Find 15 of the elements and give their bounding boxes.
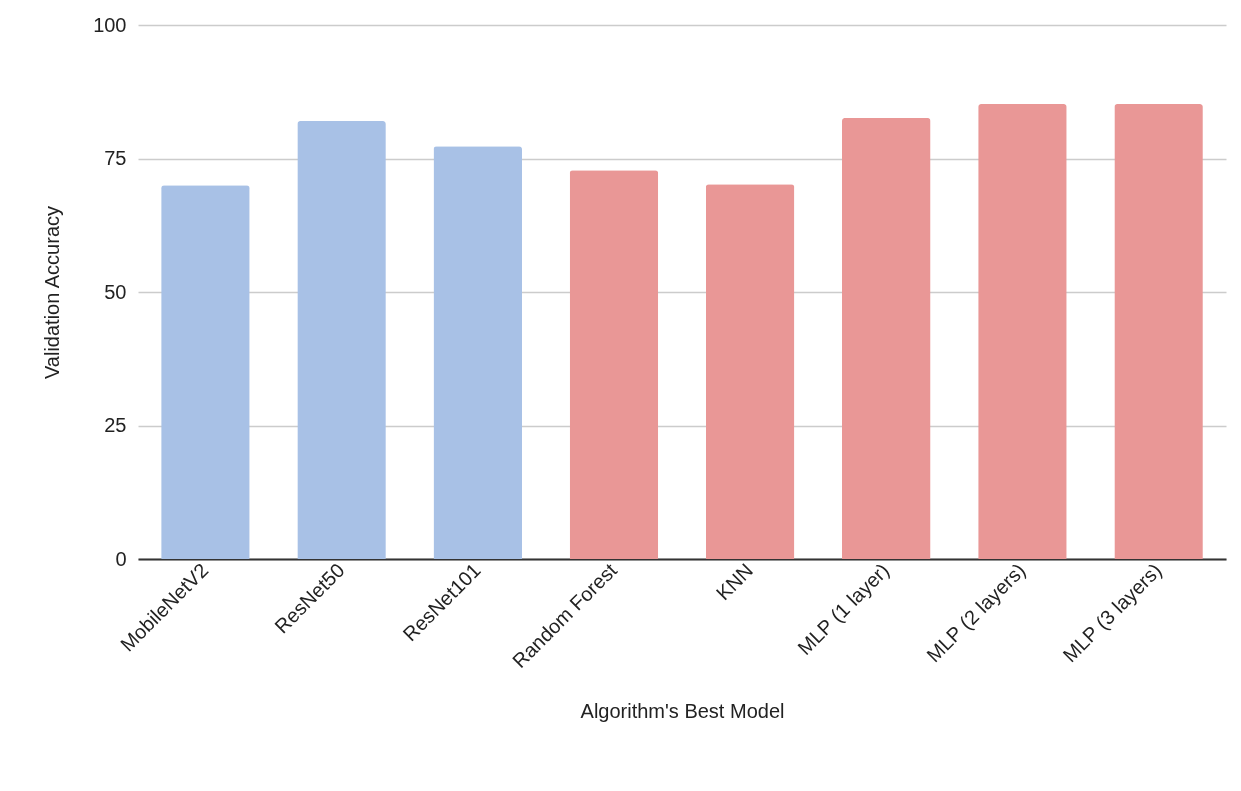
bar bbox=[705, 184, 795, 559]
bar bbox=[978, 104, 1067, 559]
bar bbox=[842, 117, 931, 559]
bar bbox=[161, 185, 250, 559]
x-axis-title: Algorithm's Best Model bbox=[580, 700, 785, 723]
bar bbox=[569, 170, 659, 559]
bar bbox=[297, 121, 386, 559]
y-tick-label: 50 bbox=[104, 280, 127, 303]
y-axis-title: Validation Accuracy bbox=[41, 205, 64, 380]
bar bbox=[433, 146, 522, 559]
bar bbox=[1114, 104, 1203, 559]
y-tick-label: 100 bbox=[93, 13, 127, 36]
y-tick-label: 25 bbox=[104, 414, 127, 436]
y-tick-label: 75 bbox=[104, 147, 127, 169]
y-tick-label: 0 bbox=[115, 547, 127, 570]
